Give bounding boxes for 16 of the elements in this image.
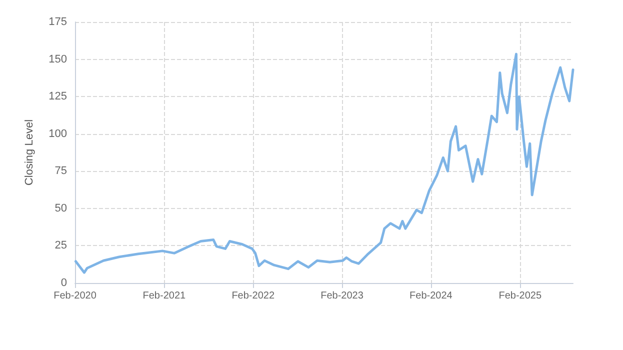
x-tick-label: Feb-2022 (232, 290, 275, 302)
x-tick-label: Feb-2025 (498, 290, 542, 302)
y-tick-label: 125 (48, 90, 67, 103)
y-tick-label: 100 (48, 128, 67, 140)
line-series (74, 52, 574, 274)
x-tick-label: Feb-2020 (54, 290, 97, 302)
y-tick-label: 25 (54, 240, 67, 252)
y-tick-label: 75 (54, 165, 67, 178)
y-tick-label: 0 (60, 277, 67, 289)
x-tick-label: Feb-2023 (320, 290, 364, 302)
x-tick-label: Feb-2021 (142, 290, 186, 302)
y-tick-label: 50 (54, 202, 67, 214)
y-tick-label: 175 (48, 16, 67, 28)
x-tick-label: Feb-2024 (410, 290, 453, 302)
y-axis-title: Closing Level (24, 119, 36, 186)
y-tick-label: 150 (48, 53, 67, 66)
